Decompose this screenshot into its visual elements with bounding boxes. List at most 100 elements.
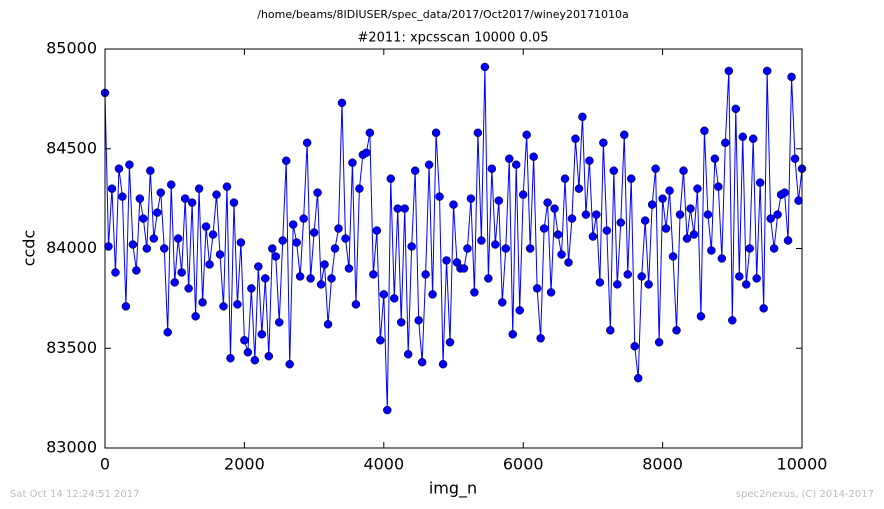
suptitle: /home/beams/8IDIUSER/spec_data/2017/Oct2… [257,8,629,21]
marker [295,272,305,281]
marker [173,234,183,243]
marker [306,274,315,283]
marker [714,182,723,191]
marker [473,128,483,138]
marker [571,134,580,144]
marker [703,210,713,219]
marker [281,156,291,165]
marker [543,198,552,207]
marker [724,66,734,76]
marker [278,236,287,245]
y-tick-label: 84500 [46,138,97,157]
marker [494,196,504,205]
marker [438,359,448,369]
marker [341,234,350,243]
marker [599,138,608,148]
marker [606,326,615,335]
marker [184,284,193,293]
marker [247,284,256,293]
marker [219,302,228,311]
marker [748,134,758,144]
marker [477,236,486,245]
marker [299,214,308,223]
marker [515,306,524,315]
marker [487,164,497,173]
marker [626,174,636,183]
marker [738,132,748,142]
marker [522,130,531,140]
marker [390,294,399,303]
marker [741,280,751,289]
marker [208,230,218,239]
marker [588,232,598,241]
marker [334,224,343,233]
marker [595,278,605,287]
marker [327,274,336,283]
footer-right: spec2nexus, (C) 2014-2017 [736,489,874,500]
marker [351,300,361,309]
marker [264,351,274,361]
marker [403,349,413,359]
marker [644,280,653,289]
marker [762,66,772,76]
marker [132,266,141,275]
marker [557,250,566,259]
marker [755,178,765,187]
marker [728,316,737,325]
marker [783,236,793,245]
marker [369,270,378,279]
chart-title: #2011: xpcsscan 10000 0.05 [357,31,548,46]
marker [396,318,406,327]
marker [609,166,619,175]
marker [166,180,176,189]
y-axis-label: ccdc [20,230,39,267]
marker [348,158,357,167]
marker [330,244,340,253]
marker [449,200,458,209]
marker [766,214,775,223]
marker [226,353,235,363]
marker [668,252,678,261]
marker [661,224,671,233]
marker [546,288,556,297]
marker [592,210,601,219]
marker [302,138,312,148]
marker [320,260,329,269]
marker [613,280,622,289]
marker [107,184,117,193]
marker [243,347,253,357]
footer-left: Sat Oct 14 12:24:51 2017 [10,489,140,500]
marker [647,200,657,209]
marker [658,194,667,203]
x-tick-label: 6000 [503,455,544,474]
marker [511,160,521,169]
marker [222,182,232,191]
marker [362,148,371,157]
marker [602,226,612,235]
marker [379,290,389,299]
marker [316,280,326,289]
marker [118,192,127,201]
marker [745,244,754,253]
marker [135,194,145,203]
marker [431,128,441,138]
marker [693,184,702,193]
marker [470,288,479,297]
marker [386,174,396,183]
marker [790,154,800,163]
marker [180,194,190,203]
marker [717,254,727,263]
marker [205,260,214,269]
marker [177,268,186,277]
marker [696,312,706,321]
marker [735,272,744,281]
marker [285,359,294,369]
marker [215,250,225,259]
marker [288,220,298,229]
marker [780,188,789,197]
marker [198,298,207,307]
marker [491,240,500,249]
marker [480,62,490,72]
marker [794,196,803,205]
